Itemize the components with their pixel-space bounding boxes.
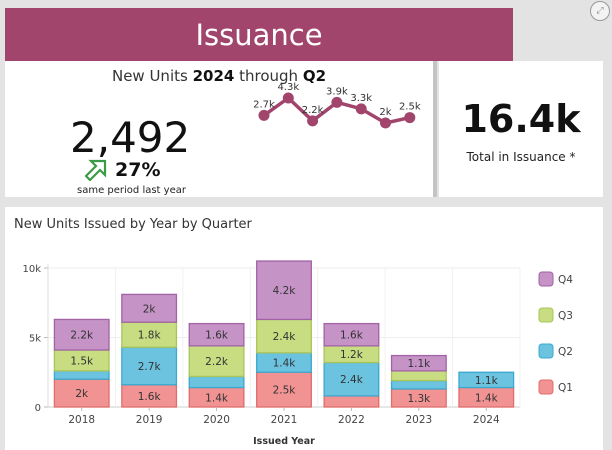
sparkline-label: 3.9k	[326, 86, 348, 97]
sparkline-point	[282, 92, 294, 104]
subtitle-quarter: Q2	[302, 67, 327, 85]
dashboard-header: Issuance	[5, 8, 513, 61]
x-tick-label: 2022	[338, 414, 365, 426]
sparkline-point	[380, 117, 391, 129]
bar-segment-q4	[323, 322, 380, 347]
legend-label: Q3	[558, 310, 573, 322]
bar-label: 2k	[143, 303, 157, 315]
subtitle-mid: through	[234, 67, 303, 85]
kpi-change: 27%	[85, 159, 160, 181]
chart-card: New Units Issued by Year by Quarter 0 5k 1…	[5, 207, 603, 450]
bar-segment-q2	[53, 370, 110, 380]
bar-label: 1.5k	[70, 355, 94, 367]
bar-segment-q4	[256, 260, 312, 321]
legend-swatch-q2	[538, 343, 554, 359]
bar-label: 2.5k	[273, 385, 297, 397]
bar-label: 1.6k	[138, 391, 162, 403]
bar-label: 1.6k	[205, 330, 229, 342]
x-axis-label: Issued Year	[253, 436, 315, 447]
subtitle-year: 2024	[192, 67, 235, 85]
y-tick-label: 0	[35, 403, 41, 414]
legend-label: Q1	[558, 382, 573, 394]
legend-label: Q2	[558, 346, 573, 358]
bar-label: 1.4k	[273, 358, 297, 370]
kpi-card-total: 16.4k Total in Issuance *	[439, 61, 603, 197]
bar-label: 1.1k	[475, 375, 499, 387]
sparkline-label: 2.5k	[399, 102, 421, 113]
total-value: 16.4k	[461, 97, 581, 141]
bar-segment-q3	[121, 321, 178, 348]
legend-label: Q4	[558, 274, 573, 286]
bar-segment-q2	[188, 375, 245, 389]
card-divider	[433, 61, 437, 197]
bar-segment-q2	[323, 361, 380, 397]
bar-segment-q1	[256, 371, 312, 408]
bar-label: 2.4k	[340, 374, 364, 386]
x-tick-label: 2023	[405, 414, 432, 426]
change-percent: 27%	[115, 159, 161, 181]
kpi-card-new-units: New Units 2024 through Q2 2,492 27% same…	[5, 61, 433, 197]
bar-segment-q2	[390, 379, 447, 390]
legend-swatch-q1	[538, 379, 554, 395]
bar-label: 1.2k	[340, 349, 364, 361]
change-caption: same period last year	[77, 185, 186, 196]
arrow-up-right-icon	[85, 159, 107, 181]
bar-label: 4.2k	[273, 285, 297, 297]
sparkline-label: 3.3k	[350, 93, 372, 104]
bar-segment-q2	[458, 371, 515, 389]
legend-swatch-q3	[538, 307, 554, 323]
stacked-bar-chart: 0 5k 10k 2k 1.5k 2.2k 2018 1.6k 2.7k 1.8k 2k 2019 1.…	[22, 260, 573, 447]
sparkline-label: 2k	[379, 107, 391, 118]
expand-icon[interactable]: ⤢	[590, 1, 610, 21]
bar-segment-q4	[188, 322, 245, 347]
subtitle-prefix: New Units	[111, 67, 193, 85]
sparkline-label: 2.2k	[302, 105, 324, 116]
y-tick-label: 10k	[22, 264, 41, 275]
x-tick-label: 2024	[473, 414, 500, 426]
bar-label: 1.4k	[475, 392, 499, 404]
sparkline-point	[355, 103, 367, 115]
bar-segment-q1	[53, 378, 110, 408]
sparkline-label: 2.7k	[253, 99, 275, 110]
bar-segment-q3	[390, 370, 447, 382]
bar-label: 1.6k	[340, 330, 364, 342]
bar-segment-q1	[323, 395, 380, 408]
x-tick-label: 2018	[68, 414, 95, 426]
total-label: Total in Issuance *	[466, 150, 576, 164]
bar-segment-q4	[121, 293, 178, 323]
bar-segment-q4	[390, 354, 447, 372]
sparkline-point	[404, 112, 416, 124]
bar-segment-q3	[256, 318, 312, 354]
bar-label: 2k	[75, 388, 89, 400]
bar-label: 1.4k	[205, 392, 229, 404]
bar-label: 1.1k	[407, 358, 431, 370]
bar-segment-q2	[121, 346, 178, 386]
bar-label: 1.8k	[138, 330, 162, 342]
legend-swatch-q4	[538, 271, 554, 287]
bar-label: 2.7k	[138, 361, 162, 373]
sparkline-point	[258, 109, 270, 121]
kpi-value: 2,492	[70, 113, 191, 162]
sparkline-label: 4.3k	[277, 82, 299, 93]
x-tick-label: 2019	[136, 414, 163, 426]
bar-segment-q4	[53, 318, 110, 351]
sparkline-point	[307, 115, 319, 127]
y-tick-label: 5k	[29, 334, 41, 345]
kpi-subtitle: New Units 2024 through Q2	[5, 67, 433, 85]
sparkline-chart: 2.7k4.3k 2.2k3.9k3.3k 2k 2.5k	[253, 82, 421, 129]
bar-label: 2.2k	[70, 330, 94, 342]
bar-label: 1.3k	[407, 393, 431, 405]
dashboard-title: Issuance	[195, 17, 323, 52]
bar-label: 2.2k	[205, 356, 229, 368]
x-tick-label: 2020	[203, 414, 230, 426]
sparkline-point	[331, 96, 343, 108]
bar-segment-q3	[188, 345, 245, 378]
x-tick-label: 2021	[271, 414, 298, 426]
chart-title: New Units Issued by Year by Quarter	[14, 217, 252, 232]
bar-label: 2.4k	[273, 331, 297, 343]
